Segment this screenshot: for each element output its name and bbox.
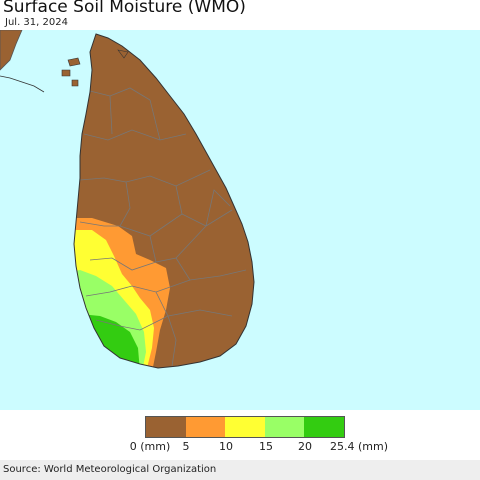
legend-label: 20 (298, 440, 312, 453)
mainland-india (0, 30, 23, 71)
legend-swatch (146, 417, 186, 437)
page-title: Surface Soil Moisture (WMO) (3, 0, 246, 17)
islet (61, 69, 71, 77)
legend-label: 10 (219, 440, 233, 453)
legend-label: 0 (mm) (129, 440, 171, 453)
legend-label: 15 (259, 440, 273, 453)
source-text: Source: World Meteorological Organizatio… (3, 464, 217, 475)
map-panel[interactable] (0, 30, 480, 410)
sri-lanka-map (0, 30, 255, 369)
district-borders (79, 87, 247, 367)
legend-swatch (225, 417, 265, 437)
legend-swatch (185, 417, 226, 437)
legend-label: 25.4 (mm) (329, 440, 389, 453)
islet (117, 49, 129, 59)
footer: Source: World Meteorological Organizatio… (0, 460, 480, 480)
legend-label: 5 (182, 440, 190, 453)
legend-labels: 0 (mm) 5 10 15 20 25.4 (mm) (0, 440, 480, 454)
coastline-india (0, 75, 45, 93)
islet (71, 79, 79, 87)
legend-swatch (304, 417, 344, 437)
legend-color-bar (145, 416, 345, 438)
map-date: Jul. 31, 2024 (5, 17, 68, 28)
legend-swatch (264, 417, 305, 437)
islet (67, 57, 81, 67)
